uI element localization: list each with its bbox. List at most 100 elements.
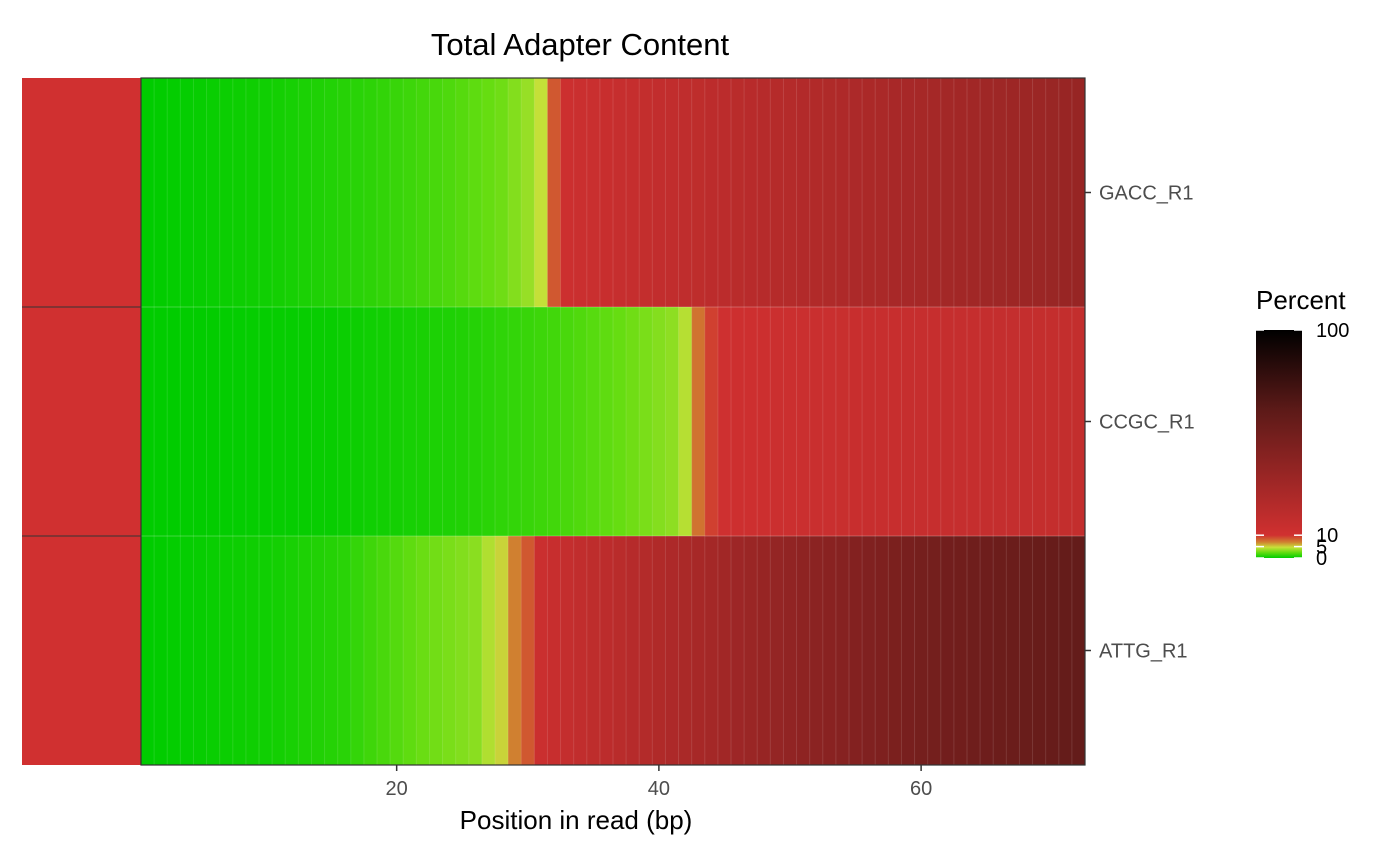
heatmap-cell bbox=[835, 78, 850, 307]
heatmap-cell bbox=[521, 536, 535, 765]
heatmap-cell bbox=[953, 78, 968, 307]
heatmap-cell bbox=[849, 536, 863, 765]
heatmap-cell bbox=[862, 536, 876, 765]
heatmap-cell bbox=[455, 78, 470, 307]
heatmap-cell bbox=[704, 307, 719, 536]
heatmap-cell bbox=[1019, 307, 1033, 536]
heatmap-cell bbox=[927, 536, 942, 765]
heatmap-cell bbox=[967, 536, 981, 765]
heatmap-cell bbox=[599, 78, 614, 307]
heatmap-cell bbox=[809, 536, 824, 765]
heatmap-cell bbox=[219, 536, 234, 765]
heatmap-cell bbox=[652, 78, 666, 307]
heatmap-cell bbox=[429, 78, 443, 307]
heatmap-cell bbox=[154, 536, 168, 765]
heatmap-cell bbox=[993, 307, 1007, 536]
x-tick-label: 20 bbox=[386, 778, 408, 800]
heatmap-cell bbox=[311, 536, 325, 765]
heatmap-cell bbox=[573, 78, 588, 307]
heatmap-cell bbox=[980, 78, 994, 307]
heatmap-cell bbox=[1071, 78, 1086, 307]
heatmap-cell bbox=[180, 536, 194, 765]
heatmap-cell bbox=[914, 307, 929, 536]
heatmap-cell bbox=[1032, 307, 1047, 536]
heatmap-cell bbox=[1045, 536, 1060, 765]
heatmap-cell bbox=[245, 536, 260, 765]
heatmap-cell bbox=[901, 307, 915, 536]
heatmap-cell bbox=[704, 78, 719, 307]
heatmap-cell bbox=[442, 536, 457, 765]
x-tick-label: 60 bbox=[910, 778, 932, 800]
heatmap-cell bbox=[1045, 78, 1060, 307]
heatmap-cell bbox=[416, 307, 430, 536]
heatmap-cell bbox=[809, 307, 824, 536]
heatmap-cell bbox=[285, 78, 299, 307]
heatmap-cell bbox=[311, 78, 325, 307]
heatmap-cell bbox=[586, 78, 601, 307]
heatmap-cell bbox=[495, 536, 509, 765]
chart-title: Total Adapter Content bbox=[431, 27, 730, 62]
heatmap-cell bbox=[1006, 78, 1020, 307]
heatmap-cell bbox=[193, 307, 207, 536]
heatmap-cell bbox=[691, 536, 706, 765]
heatmap-cell bbox=[390, 536, 404, 765]
heatmap-cell bbox=[586, 307, 601, 536]
heatmap-cell bbox=[888, 78, 902, 307]
heatmap-cell bbox=[416, 536, 430, 765]
heatmap-cell bbox=[232, 78, 247, 307]
heatmap-cell bbox=[1058, 78, 1073, 307]
heatmap-cell bbox=[350, 307, 365, 536]
row-label-GACC_R1: GACC_R1 bbox=[1099, 183, 1193, 205]
heatmap-cell bbox=[927, 78, 942, 307]
heatmap-cell bbox=[1006, 307, 1020, 536]
heatmap-cell bbox=[717, 78, 732, 307]
heatmap-cell bbox=[468, 78, 483, 307]
heatmap-cell bbox=[1032, 536, 1047, 765]
heatmap-cell bbox=[613, 78, 627, 307]
heatmap-cell bbox=[639, 78, 653, 307]
heatmap-cell bbox=[652, 536, 666, 765]
heatmap-cell bbox=[665, 536, 679, 765]
heatmap-cell bbox=[232, 536, 247, 765]
heatmap-cell bbox=[639, 536, 653, 765]
heatmap-cell bbox=[377, 307, 391, 536]
heatmap-cell bbox=[324, 307, 339, 536]
heatmap-cell bbox=[1019, 78, 1033, 307]
heatmap-cell bbox=[599, 536, 614, 765]
heatmap-cell bbox=[219, 78, 234, 307]
heatmap-cell bbox=[1058, 307, 1073, 536]
heatmap-cell bbox=[783, 536, 797, 765]
heatmap-cell bbox=[901, 536, 915, 765]
row-dividers bbox=[141, 306, 1085, 537]
heatmap-cell bbox=[613, 307, 627, 536]
heatmap-cell bbox=[311, 307, 325, 536]
heatmap-cell bbox=[599, 307, 614, 536]
heatmap-cell bbox=[835, 536, 850, 765]
heatmap-cell bbox=[822, 536, 837, 765]
heatmap-cell bbox=[1071, 536, 1086, 765]
heatmap-cell bbox=[298, 536, 312, 765]
heatmap-cell bbox=[1058, 536, 1073, 765]
heatmap-cell bbox=[495, 307, 509, 536]
heatmap-cell bbox=[390, 307, 404, 536]
legend-tick-label: 5 bbox=[1316, 537, 1327, 559]
heatmap-cell bbox=[193, 536, 207, 765]
heatmap-cell bbox=[809, 78, 824, 307]
heatmap-cell bbox=[259, 307, 273, 536]
heatmap-cell bbox=[245, 307, 260, 536]
heatmap-cell bbox=[835, 307, 850, 536]
heatmap-cell bbox=[940, 536, 955, 765]
heatmap-cell bbox=[206, 78, 221, 307]
heatmap-cell bbox=[259, 536, 273, 765]
heatmap-cell bbox=[560, 307, 575, 536]
heatmap-cell bbox=[324, 78, 339, 307]
heatmap-cell bbox=[573, 307, 588, 536]
heatmap-cell bbox=[180, 78, 194, 307]
heatmap-cell bbox=[757, 307, 771, 536]
heatmap-cell bbox=[442, 78, 457, 307]
heatmap-cell bbox=[455, 307, 470, 536]
heatmap-cell bbox=[298, 307, 312, 536]
heatmap-cell bbox=[481, 78, 496, 307]
heatmap-cell bbox=[875, 307, 889, 536]
heatmap-cell bbox=[363, 536, 378, 765]
